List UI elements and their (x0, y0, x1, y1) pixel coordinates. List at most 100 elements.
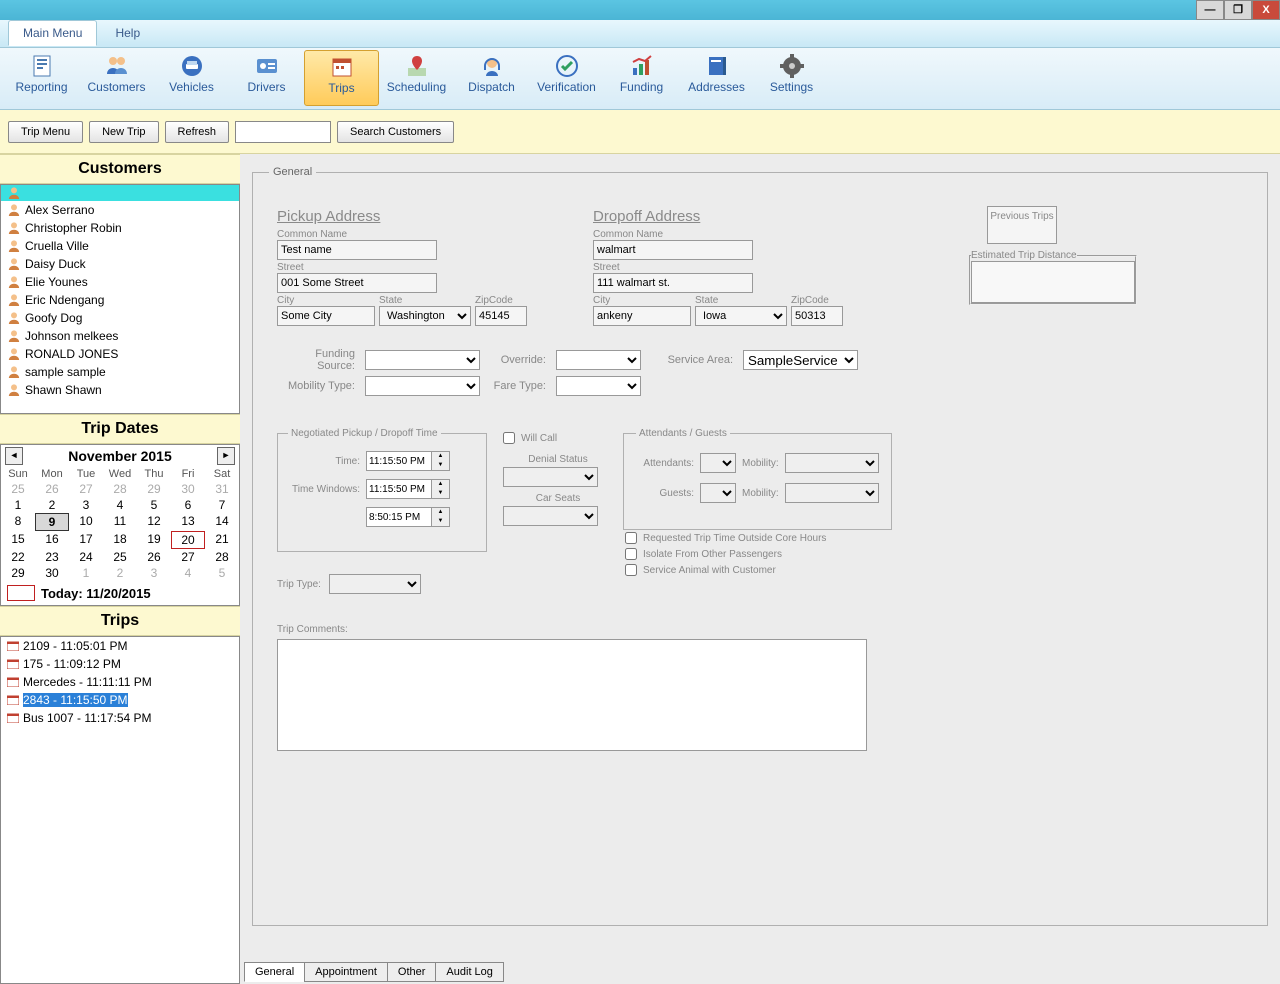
toolbar-verification[interactable]: Verification (529, 50, 604, 106)
guests-select[interactable] (700, 483, 736, 503)
cal-day[interactable]: 26 (35, 481, 69, 497)
toolbar-scheduling[interactable]: Scheduling (379, 50, 454, 106)
cal-day[interactable]: 1 (69, 565, 103, 581)
isolate-checkbox[interactable] (625, 548, 637, 560)
customer-item[interactable]: RONALD JONES (1, 345, 239, 363)
menu-main[interactable]: Main Menu (8, 20, 97, 46)
cal-day[interactable]: 24 (69, 549, 103, 565)
toolbar-funding[interactable]: Funding (604, 50, 679, 106)
cal-day[interactable]: 2 (103, 565, 137, 581)
cal-today-row[interactable]: Today: 11/20/2015 (1, 581, 239, 605)
trip-item[interactable]: Bus 1007 - 11:17:54 PM (1, 709, 239, 727)
dropoff-common-input[interactable] (593, 240, 753, 260)
dropoff-city-input[interactable] (593, 306, 691, 326)
cal-day[interactable]: 28 (205, 549, 239, 565)
attendants-mobility-select[interactable] (785, 453, 879, 473)
toolbar-reporting[interactable]: Reporting (4, 50, 79, 106)
outside-core-hours-checkbox[interactable] (625, 532, 637, 544)
time-window-1-spinner[interactable]: ▲▼ (432, 479, 450, 499)
tab-audit-log[interactable]: Audit Log (435, 962, 503, 982)
dropoff-zip-input[interactable] (791, 306, 843, 326)
cal-day[interactable]: 8 (1, 513, 35, 531)
cal-day[interactable]: 3 (137, 565, 171, 581)
customer-item[interactable]: Johnson melkees (1, 327, 239, 345)
customer-item[interactable]: Eric Ndengang (1, 291, 239, 309)
cal-day[interactable]: 10 (69, 513, 103, 531)
pickup-zip-input[interactable] (475, 306, 527, 326)
new-trip-button[interactable]: New Trip (89, 121, 158, 143)
time-spinner[interactable]: ▲▼ (432, 451, 450, 471)
cal-day[interactable]: 4 (103, 497, 137, 513)
fare-type-select[interactable] (556, 376, 641, 396)
pickup-common-input[interactable] (277, 240, 437, 260)
cal-day[interactable]: 3 (69, 497, 103, 513)
cal-day[interactable]: 15 (1, 531, 35, 549)
time-window-2-spinner[interactable]: ▲▼ (432, 507, 450, 527)
toolbar-dispatch[interactable]: Dispatch (454, 50, 529, 106)
service-area-select[interactable]: SampleService (743, 350, 858, 370)
denial-status-select[interactable] (503, 467, 598, 487)
pickup-city-input[interactable] (277, 306, 375, 326)
window-maximize-button[interactable]: ❐ (1224, 0, 1252, 20)
customers-list[interactable]: Alex SerranoChristopher RobinCruella Vil… (0, 184, 240, 414)
cal-day[interactable]: 1 (1, 497, 35, 513)
toolbar-addresses[interactable]: Addresses (679, 50, 754, 106)
cal-day[interactable]: 5 (137, 497, 171, 513)
toolbar-trips[interactable]: Trips (304, 50, 379, 106)
customer-item[interactable]: Elie Younes (1, 273, 239, 291)
cal-day[interactable]: 13 (171, 513, 205, 531)
cal-day[interactable]: 29 (137, 481, 171, 497)
customer-item[interactable]: Daisy Duck (1, 255, 239, 273)
trip-menu-button[interactable]: Trip Menu (8, 121, 83, 143)
customer-item[interactable]: sample sample (1, 363, 239, 381)
time-input[interactable] (366, 451, 432, 471)
cal-day[interactable]: 21 (205, 531, 239, 549)
search-customers-button[interactable]: Search Customers (337, 121, 454, 143)
service-animal-checkbox[interactable] (625, 564, 637, 576)
cal-day[interactable]: 7 (205, 497, 239, 513)
trip-item[interactable]: 2109 - 11:05:01 PM (1, 637, 239, 655)
will-call-checkbox[interactable] (503, 432, 515, 444)
override-select[interactable] (556, 350, 641, 370)
time-window-1-input[interactable] (366, 479, 432, 499)
tab-appointment[interactable]: Appointment (304, 962, 388, 982)
pickup-street-input[interactable] (277, 273, 437, 293)
cal-day[interactable]: 25 (1, 481, 35, 497)
cal-day[interactable]: 23 (35, 549, 69, 565)
cal-day[interactable]: 28 (103, 481, 137, 497)
menu-help[interactable]: Help (100, 20, 155, 46)
toolbar-settings[interactable]: Settings (754, 50, 829, 106)
cal-day[interactable]: 27 (69, 481, 103, 497)
trip-type-select[interactable] (329, 574, 421, 594)
cal-day[interactable]: 12 (137, 513, 171, 531)
cal-next-button[interactable]: ► (217, 447, 235, 465)
funding-source-select[interactable] (365, 350, 480, 370)
time-window-2-input[interactable] (366, 507, 432, 527)
mobility-type-select[interactable] (365, 376, 480, 396)
customer-item[interactable]: Alex Serrano (1, 201, 239, 219)
cal-day[interactable]: 20 (171, 531, 205, 549)
cal-day[interactable]: 6 (171, 497, 205, 513)
cal-day[interactable]: 27 (171, 549, 205, 565)
dropoff-street-input[interactable] (593, 273, 753, 293)
refresh-button[interactable]: Refresh (165, 121, 230, 143)
pickup-state-select[interactable]: Washington (379, 306, 471, 326)
cal-day[interactable]: 14 (205, 513, 239, 531)
cal-day[interactable]: 5 (205, 565, 239, 581)
customer-item[interactable]: Cruella Ville (1, 237, 239, 255)
toolbar-vehicles[interactable]: Vehicles (154, 50, 229, 106)
cal-day[interactable]: 18 (103, 531, 137, 549)
cal-day[interactable]: 30 (35, 565, 69, 581)
previous-trips-button[interactable]: Previous Trips (987, 206, 1057, 244)
trip-item[interactable]: Mercedes - 11:11:11 PM (1, 673, 239, 691)
guests-mobility-select[interactable] (785, 483, 879, 503)
cal-day[interactable]: 9 (35, 513, 69, 531)
trip-item[interactable]: 175 - 11:09:12 PM (1, 655, 239, 673)
cal-prev-button[interactable]: ◄ (5, 447, 23, 465)
trip-item[interactable]: 2843 - 11:15:50 PM (1, 691, 239, 709)
cal-day[interactable]: 26 (137, 549, 171, 565)
cal-day[interactable]: 11 (103, 513, 137, 531)
trips-list[interactable]: 2109 - 11:05:01 PM175 - 11:09:12 PMMerce… (0, 636, 240, 984)
cal-day[interactable]: 30 (171, 481, 205, 497)
cal-day[interactable]: 25 (103, 549, 137, 565)
